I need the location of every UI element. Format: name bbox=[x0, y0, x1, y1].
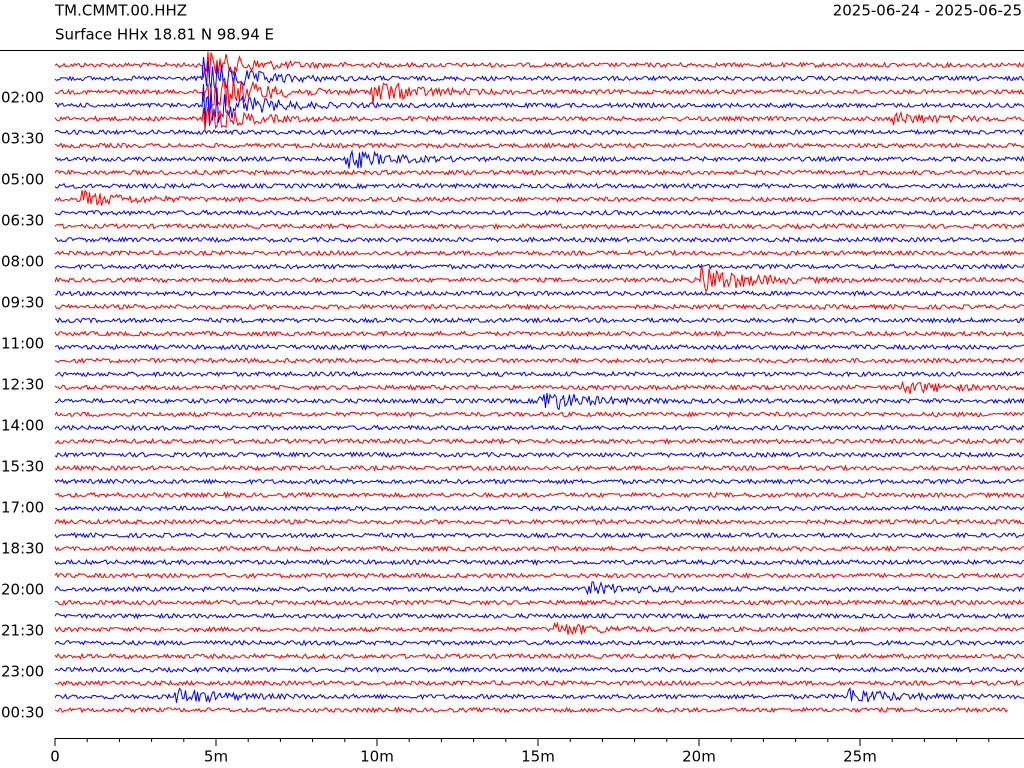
trace bbox=[54, 599, 1024, 607]
trace bbox=[54, 666, 1024, 674]
trace bbox=[54, 77, 1024, 114]
row-label: 02:00 bbox=[1, 89, 44, 107]
trace bbox=[54, 392, 1024, 411]
trace bbox=[54, 410, 1024, 418]
trace bbox=[54, 303, 1024, 311]
trace bbox=[54, 451, 1024, 459]
trace bbox=[54, 357, 1024, 365]
x-tick-label: 10m bbox=[360, 748, 394, 766]
trace bbox=[54, 652, 1024, 660]
row-label: 08:00 bbox=[1, 253, 44, 271]
trace bbox=[54, 290, 1024, 297]
x-tick-label: 15m bbox=[521, 748, 555, 766]
trace bbox=[54, 249, 1024, 257]
row-label: 12:30 bbox=[1, 376, 44, 394]
row-label: 03:30 bbox=[1, 130, 44, 148]
row-label: 06:30 bbox=[1, 212, 44, 230]
station-subtitle: Surface HHx 18.81 N 98.94 E bbox=[55, 26, 274, 44]
trace bbox=[54, 639, 1024, 647]
row-label: 09:30 bbox=[1, 294, 44, 312]
row-label: 05:00 bbox=[1, 171, 44, 189]
trace bbox=[54, 545, 1024, 553]
trace bbox=[54, 491, 1024, 499]
trace bbox=[54, 518, 1024, 526]
trace bbox=[54, 343, 1024, 351]
row-label: 18:30 bbox=[1, 540, 44, 558]
trace bbox=[54, 558, 1024, 566]
trace bbox=[54, 51, 1024, 79]
date-range: 2025-06-24 - 2025-06-25 bbox=[833, 2, 1022, 20]
trace bbox=[54, 464, 1024, 472]
trace bbox=[54, 106, 1024, 131]
trace bbox=[54, 263, 1024, 271]
x-tick-label: 25m bbox=[843, 748, 877, 766]
trace bbox=[54, 330, 1024, 338]
trace bbox=[54, 380, 1024, 395]
trace bbox=[54, 56, 1024, 92]
trace bbox=[54, 142, 1024, 150]
trace bbox=[54, 478, 1024, 486]
traces bbox=[54, 51, 1024, 714]
trace bbox=[54, 222, 1024, 230]
row-label: 15:30 bbox=[1, 458, 44, 476]
x-tick-label: 5m bbox=[204, 748, 228, 766]
trace bbox=[54, 531, 1024, 539]
trace bbox=[54, 169, 1024, 176]
row-label: 20:00 bbox=[1, 581, 44, 599]
row-label: 14:00 bbox=[1, 417, 44, 435]
x-tick-label: 0 bbox=[50, 748, 60, 766]
trace bbox=[54, 505, 1024, 512]
row-label: 21:30 bbox=[1, 622, 44, 640]
trace bbox=[54, 437, 1024, 445]
trace bbox=[54, 581, 1024, 596]
trace bbox=[54, 679, 1024, 687]
trace bbox=[54, 128, 1024, 136]
row-label: 00:30 bbox=[1, 704, 44, 722]
trace bbox=[54, 316, 1024, 324]
trace bbox=[54, 706, 1008, 714]
trace bbox=[54, 621, 1024, 635]
trace bbox=[55, 84, 1024, 127]
trace bbox=[55, 370, 1024, 378]
trace bbox=[54, 209, 1024, 217]
trace bbox=[54, 149, 1024, 169]
trace bbox=[54, 182, 1024, 190]
x-tick-label: 20m bbox=[682, 748, 716, 766]
station-title: TM.CMMT.00.HHZ bbox=[54, 2, 187, 20]
trace bbox=[54, 189, 1024, 206]
trace bbox=[54, 687, 1024, 704]
row-label: 11:00 bbox=[1, 335, 44, 353]
trace bbox=[54, 572, 1024, 580]
trace bbox=[54, 263, 1024, 293]
trace bbox=[54, 236, 1024, 244]
trace bbox=[54, 424, 1024, 432]
row-label: 23:00 bbox=[1, 663, 44, 681]
trace bbox=[54, 612, 1024, 620]
row-label: 17:00 bbox=[1, 499, 44, 517]
